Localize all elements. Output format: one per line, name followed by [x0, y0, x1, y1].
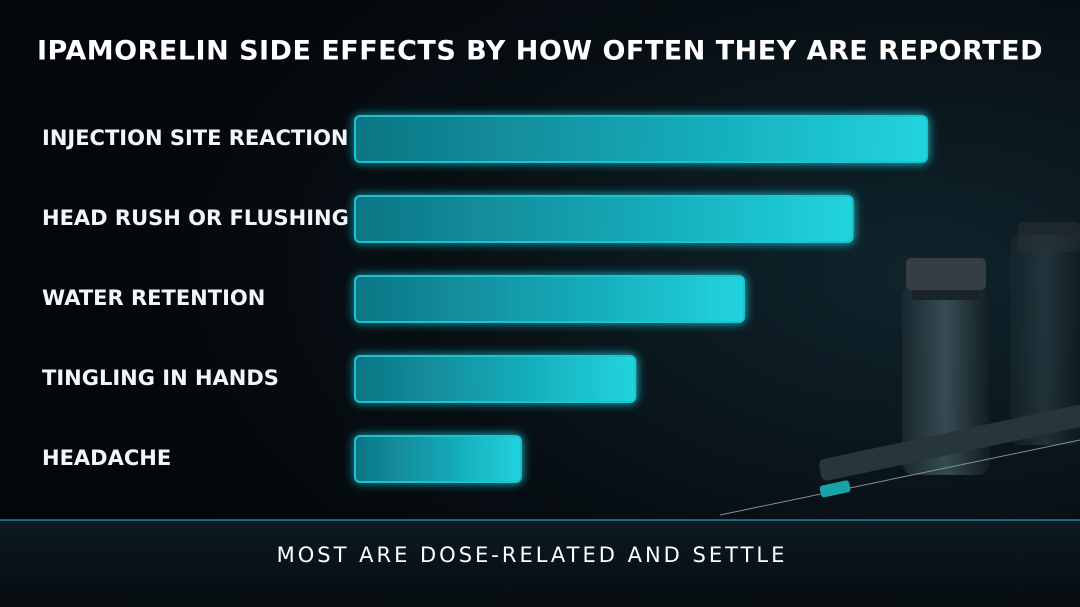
footer-band — [0, 520, 1080, 607]
category-label: TINGLING IN HANDS — [42, 366, 279, 390]
decor-vials — [719, 222, 1080, 516]
category-label: WATER RETENTION — [42, 286, 265, 310]
bar — [354, 355, 637, 403]
bar — [354, 435, 522, 483]
category-label: HEADACHE — [42, 446, 171, 470]
category-label: INJECTION SITE REACTION — [42, 126, 349, 150]
bar — [354, 115, 928, 163]
chart-title: IPAMORELIN SIDE EFFECTS BY HOW OFTEN THE… — [37, 36, 1043, 67]
bar — [354, 195, 854, 243]
annotation: MOST ARE DOSE-RELATED AND SETTLE — [277, 543, 788, 567]
bar — [354, 275, 745, 323]
category-label: HEAD RUSH OR FLUSHING — [42, 206, 349, 230]
